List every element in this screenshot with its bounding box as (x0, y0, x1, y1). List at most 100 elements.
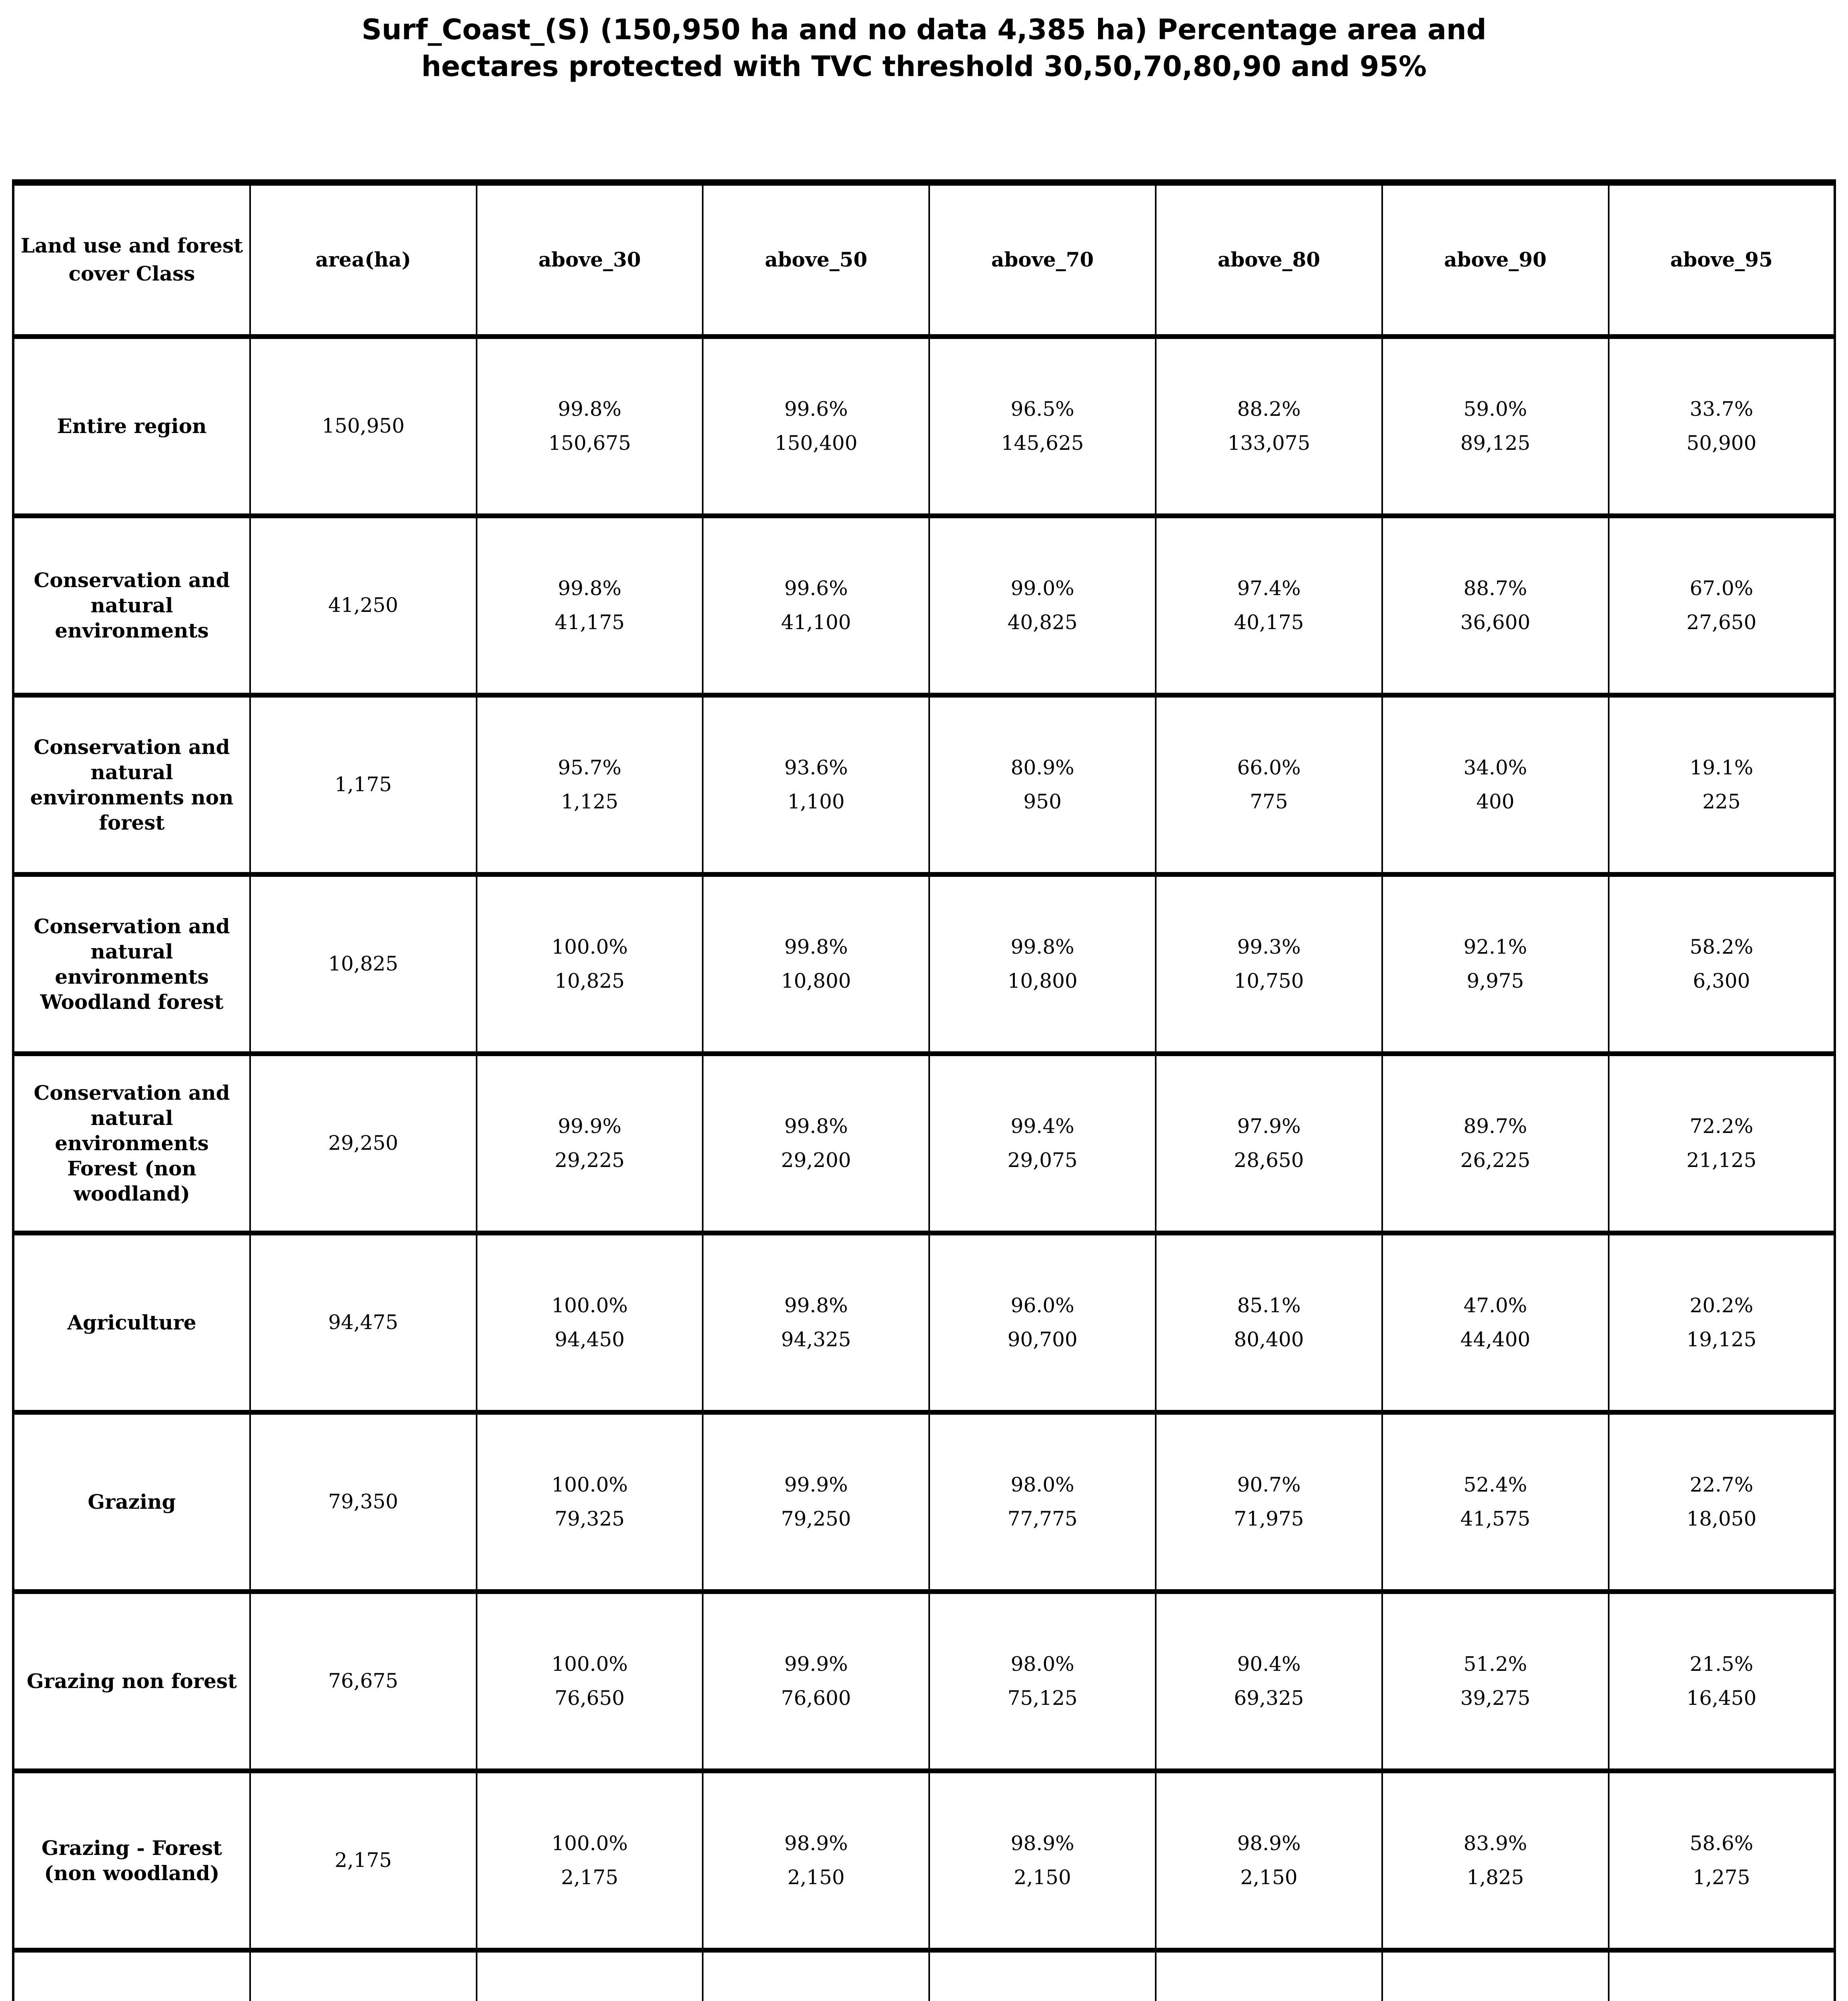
hectares-value: 90,700 (1007, 1327, 1078, 1351)
threshold-cell: 97.9% 28,650 (1155, 1053, 1383, 1235)
hectares-value: 9,975 (1467, 969, 1524, 992)
percent-value: 66.0% (1237, 756, 1301, 779)
table-row: Conservation and natural environments Wo… (12, 874, 1836, 1056)
threshold-cell: 100.0% 10,825 (475, 874, 704, 1056)
percent-value: 58.6% (1690, 1831, 1754, 1855)
threshold-cell: 88.7% 36,600 (1381, 515, 1609, 698)
percent-value: 100.0% (551, 1652, 628, 1676)
row-label: Conservation and natural environments Wo… (12, 874, 251, 1056)
threshold-cell: 100.0%13,975 (475, 1950, 704, 2001)
hectares-value: 150,400 (774, 431, 858, 455)
percent-value: 33.7% (1690, 397, 1754, 421)
threshold-cell: 51.2% 39,275 (1381, 1591, 1609, 1773)
area-value: 2,175 (249, 1770, 477, 1953)
hectares-value: 94,325 (781, 1327, 851, 1351)
threshold-cell: 100.0% 2,175 (475, 1770, 704, 1953)
hectares-value: 29,200 (781, 1148, 851, 1172)
threshold-cell: 99.8% 10,800 (928, 874, 1157, 1056)
percent-value: 52.4% (1463, 1473, 1527, 1496)
threshold-cell: 85.1% 80,400 (1155, 1233, 1383, 1415)
percent-value: 20.2% (1690, 1293, 1754, 1317)
area-value: 150,950 (249, 336, 477, 518)
threshold-cell: 100.0% 79,325 (475, 1412, 704, 1594)
hectares-value: 10,800 (781, 969, 851, 992)
hectares-value: 950 (1023, 790, 1062, 813)
hectares-value: 2,175 (561, 1865, 619, 1889)
hectares-value: 10,800 (1007, 969, 1078, 992)
threshold-cell: 83.9% 1,825 (1381, 1770, 1609, 1953)
threshold-cell: 99.4% 29,075 (928, 1053, 1157, 1235)
percent-value: 99.6% (784, 576, 848, 600)
threshold-cell: 99.8% 94,325 (702, 1233, 930, 1415)
area-value: 79,350 (249, 1412, 477, 1594)
threshold-cell: 99.9% 29,225 (475, 1053, 704, 1235)
hectares-value: 2,150 (787, 1865, 845, 1889)
threshold-cell: 33.7% 50,900 (1607, 336, 1836, 518)
percent-value: 98.0% (1010, 1473, 1074, 1496)
percent-value: 99.9% (784, 1473, 848, 1496)
threshold-cell: 98.9% 2,150 (928, 1770, 1157, 1953)
percent-value: 90.4% (1237, 1652, 1301, 1676)
percent-value: 88.7% (1463, 576, 1527, 600)
percent-value: 47.0% (1463, 1293, 1527, 1317)
percent-value: 97.4% (1237, 576, 1301, 600)
threshold-cell: 96.5% 145,625 (928, 336, 1157, 518)
threshold-cell: 52.4% 41,575 (1381, 1412, 1609, 1594)
table-row: Grazing - Forest (non woodland) 2,175 100.… (12, 1770, 1836, 1953)
threshold-cell: 72.2% 21,125 (1607, 1053, 1836, 1235)
table-row: Grazing non forest 76,675 100.0% 76,650 99.9… (12, 1591, 1836, 1773)
percent-value: 98.0% (1010, 1652, 1074, 1676)
percent-value: 99.9% (784, 1652, 848, 1676)
table-row: Conservation and natural environments no… (12, 695, 1836, 877)
hectares-value: 145,625 (1001, 431, 1084, 455)
threshold-cell: 21.5% 16,450 (1607, 1591, 1836, 1773)
percent-value: 99.8% (558, 576, 621, 600)
table-row: Grazing 79,350 100.0% 79,325 99.9% 79,250 98.0… (12, 1412, 1836, 1594)
row-label: Agriculture (12, 1233, 251, 1415)
threshold-cell: 54.0%7,550 (1155, 1950, 1383, 2001)
title-line-2: hectares protected with TVC threshold 30… (421, 50, 1427, 83)
percent-value: 88.2% (1237, 397, 1301, 421)
hectares-value: 76,650 (554, 1686, 625, 1710)
threshold-cell: 58.2% 6,300 (1607, 874, 1836, 1056)
hectares-value: 71,975 (1234, 1507, 1304, 1530)
percent-value: 100.0% (551, 1831, 628, 1855)
percent-value: 99.9% (558, 1114, 621, 1138)
threshold-cell: 98.9% 2,150 (1155, 1770, 1383, 1953)
threshold-cell: 97.4% 40,175 (1155, 515, 1383, 698)
threshold-cell: 93.6% 1,100 (702, 695, 930, 877)
hectares-value: 80,400 (1234, 1327, 1304, 1351)
hectares-value: 225 (1702, 790, 1741, 813)
area-value: 29,250 (249, 1053, 477, 1235)
percent-value: 90.7% (1237, 1473, 1301, 1496)
threshold-cell: 100.0% 94,450 (475, 1233, 704, 1415)
column-header: above_50 (702, 182, 930, 339)
threshold-cell: 98.0% 77,775 (928, 1412, 1157, 1594)
threshold-cell: 89.7% 26,225 (1381, 1053, 1609, 1235)
area-value: 10,825 (249, 874, 477, 1056)
area-value: 94,475 (249, 1233, 477, 1415)
percent-value: 98.9% (1010, 1831, 1074, 1855)
row-label: Conservation and natural environments no… (12, 695, 251, 877)
table-row: Agriculture 94,475 100.0% 94,450 99.8% 94,325… (12, 1233, 1836, 1415)
percent-value: 99.8% (784, 935, 848, 958)
hectares-value: 40,825 (1007, 610, 1078, 634)
threshold-cell: 67.0% 27,650 (1607, 515, 1836, 698)
threshold-cell: 34.0% 400 (1381, 695, 1609, 877)
threshold-cell: 99.8% 41,175 (475, 515, 704, 698)
hectares-value: 18,050 (1686, 1507, 1757, 1530)
threshold-cell: 99.8% 150,675 (475, 336, 704, 518)
percent-value: 99.0% (1010, 576, 1074, 600)
percent-value: 19.1% (1690, 756, 1754, 779)
hectares-value: 39,275 (1460, 1686, 1531, 1710)
percent-value: 59.0% (1463, 397, 1527, 421)
hectares-value: 28,650 (1234, 1148, 1304, 1172)
hectares-value: 6,300 (1693, 969, 1750, 992)
percent-value: 22.7% (1690, 1473, 1754, 1496)
percent-value: 21.5% (1690, 1652, 1754, 1676)
percent-value: 58.2% (1690, 935, 1754, 958)
threshold-cell: 100.0% 76,650 (475, 1591, 704, 1773)
row-label: Entire region (12, 336, 251, 518)
threshold-cell: 19.1% 225 (1607, 695, 1836, 877)
